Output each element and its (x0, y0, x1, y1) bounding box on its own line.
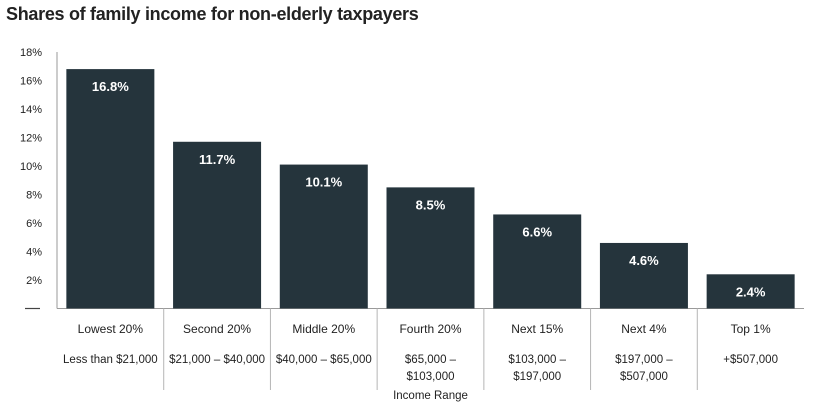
income-range-label: $197,000 – (615, 354, 673, 366)
income-range-label: $21,000 – $40,000 (169, 354, 265, 366)
category-label: Fourth 20% (399, 322, 461, 336)
y-tick-label: 8% (26, 190, 42, 202)
bar-value-label: 8.5% (416, 197, 446, 212)
y-tick-label: 2% (26, 275, 42, 287)
y-tick-label: 12% (20, 133, 42, 145)
y-tick-label: 16% (20, 76, 42, 88)
income-range-label: $40,000 – $65,000 (276, 354, 372, 366)
category-label: Next 15% (511, 322, 563, 336)
income-range-label: $507,000 (620, 371, 668, 383)
category-label: Middle 20% (292, 322, 355, 336)
bar-value-label: 16.8% (92, 79, 129, 94)
bar (279, 164, 368, 309)
y-tick-label: 18% (20, 47, 42, 59)
bar-value-label: 10.1% (305, 175, 342, 190)
income-range-label: $103,000 – (508, 354, 566, 366)
income-range-label: $65,000 – (405, 354, 457, 366)
bar-value-label: 4.6% (629, 253, 659, 268)
income-range-label: +$507,000 (723, 354, 778, 366)
bar (493, 214, 582, 309)
y-tick-label: 4% (26, 247, 42, 259)
bar-value-label: 2.4% (736, 284, 766, 299)
bar-value-label: 6.6% (522, 224, 552, 239)
category-label: Lowest 20% (78, 322, 144, 336)
y-tick-label: 14% (20, 104, 42, 116)
category-label: Next 4% (621, 322, 667, 336)
category-label: Second 20% (183, 322, 251, 336)
bar (386, 187, 475, 309)
income-range-label: Less than $21,000 (63, 354, 158, 366)
y-tick-label: 6% (26, 218, 42, 230)
bar-value-label: 11.7% (199, 152, 236, 167)
income-range-label: $197,000 (513, 371, 561, 383)
bar (599, 242, 688, 309)
bar (66, 69, 155, 309)
y-tick-label: 10% (20, 161, 42, 173)
x-axis-title: Income Range (393, 390, 468, 402)
bar (173, 141, 262, 309)
bar (706, 274, 795, 309)
chart-title: Shares of family income for non-elderly … (6, 4, 419, 24)
income-range-label: $103,000 (407, 371, 455, 383)
category-label: Top 1% (731, 322, 771, 336)
